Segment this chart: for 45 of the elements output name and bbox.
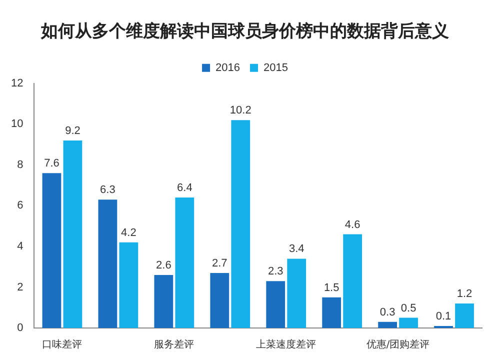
bar — [175, 198, 194, 328]
bar — [63, 140, 82, 328]
data-label: 0.1 — [436, 310, 452, 322]
bar — [322, 297, 342, 328]
chart-title: 如何从多个维度解读中国球员身价榜中的数据背后意义 — [40, 22, 449, 42]
bar — [287, 258, 306, 328]
data-label: 2.6 — [156, 260, 172, 272]
y-tick-label: 10 — [10, 118, 24, 130]
bar — [231, 120, 250, 328]
data-label: 2.7 — [212, 257, 228, 270]
data-label: 3.4 — [288, 243, 304, 256]
data-label: 2.3 — [268, 266, 284, 278]
y-tick-label: 6 — [17, 200, 24, 212]
bar — [210, 272, 230, 328]
data-label: 1.2 — [456, 288, 472, 300]
data-label: 6.3 — [100, 184, 116, 196]
bar — [119, 242, 138, 328]
x-tick-label: 上菜速度差评 — [256, 338, 316, 351]
bar — [378, 322, 397, 328]
legend-label: 2016 — [216, 62, 240, 74]
x-tick-label: 服务差评 — [154, 338, 194, 351]
bar — [42, 173, 62, 328]
bar — [343, 234, 362, 328]
data-label: 0.3 — [380, 306, 396, 318]
y-tick-label: 12 — [10, 77, 24, 90]
data-label: 7.6 — [44, 158, 60, 170]
bar — [266, 281, 286, 328]
bar — [455, 304, 474, 328]
x-tick-label: 口味差评 — [42, 338, 82, 351]
legend-label: 2015 — [264, 62, 288, 74]
data-label: 10.2 — [230, 104, 252, 117]
bar — [154, 275, 174, 328]
bar — [98, 200, 118, 328]
data-label: 4.6 — [344, 218, 360, 231]
data-label: 4.2 — [121, 226, 136, 239]
data-label: 1.5 — [324, 282, 340, 294]
y-tick-label: 0 — [17, 322, 24, 334]
y-tick-label: 4 — [17, 240, 24, 252]
y-tick-label: 8 — [17, 158, 24, 171]
bar — [399, 318, 418, 328]
data-label: 0.5 — [400, 302, 416, 314]
y-tick-label: 2 — [17, 281, 24, 294]
data-label: 9.2 — [65, 125, 80, 138]
data-label: 6.4 — [177, 182, 192, 194]
x-tick-label: 优惠/团购差评 — [366, 338, 430, 351]
